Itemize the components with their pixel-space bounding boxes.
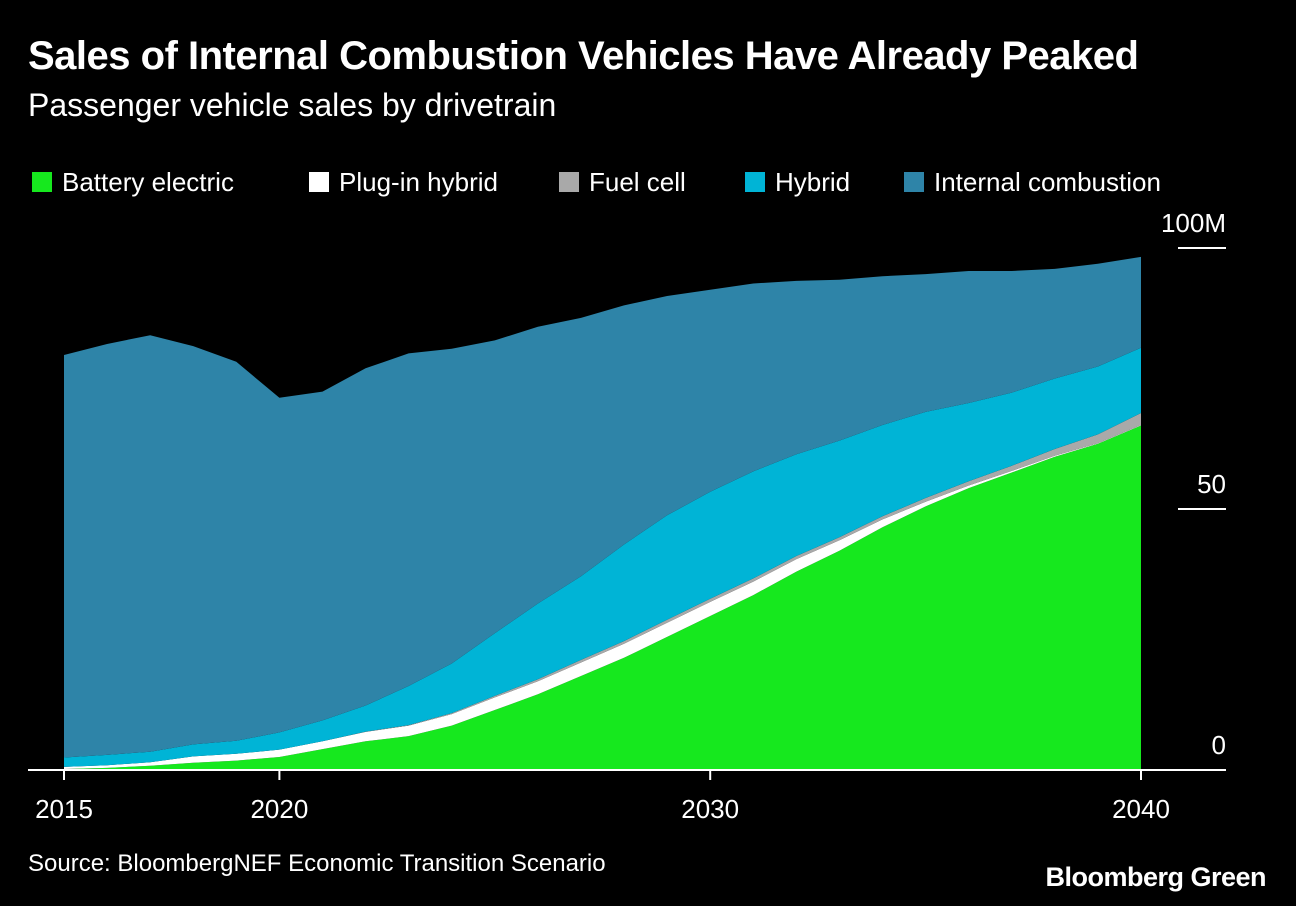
legend: Battery electric Plug-in hybrid Fuel cel…	[32, 164, 1272, 200]
x-tick-label: 2030	[681, 794, 739, 824]
area-series-group	[64, 256, 1141, 770]
y-tick-label: 0	[1212, 730, 1226, 760]
x-tick-label: 2020	[250, 794, 308, 824]
axes-group: 2015 2020 2030 2040 0 50 100M	[28, 208, 1226, 824]
legend-item-battery-electric: Battery electric	[32, 164, 234, 200]
legend-item-plug-in-hybrid: Plug-in hybrid	[309, 164, 498, 200]
y-tick-label: 50	[1197, 469, 1226, 499]
area-internal-combustion	[64, 256, 1141, 758]
legend-swatch-fuel-cell	[559, 172, 579, 192]
legend-label-battery-electric: Battery electric	[62, 166, 234, 197]
brand-logo: Bloomberg Green	[1045, 862, 1266, 892]
legend-swatch-internal-combustion	[904, 172, 924, 192]
legend-item-internal-combustion: Internal combustion	[904, 164, 1161, 200]
legend-swatch-hybrid	[745, 172, 765, 192]
legend-label-plug-in-hybrid: Plug-in hybrid	[339, 166, 498, 197]
legend-label-fuel-cell: Fuel cell	[589, 166, 686, 197]
x-tick-label: 2040	[1112, 794, 1170, 824]
area-battery-electric	[64, 425, 1141, 770]
legend-swatch-battery-electric	[32, 172, 52, 192]
legend-swatch-plug-in-hybrid	[309, 172, 329, 192]
legend-item-fuel-cell: Fuel cell	[559, 164, 686, 200]
y-tick-label: 100M	[1161, 208, 1226, 238]
legend-item-hybrid: Hybrid	[745, 164, 850, 200]
legend-label-internal-combustion: Internal combustion	[934, 166, 1161, 197]
chart-title: Sales of Internal Combustion Vehicles Ha…	[28, 34, 1139, 78]
source-note: Source: BloombergNEF Economic Transition…	[28, 850, 606, 877]
x-tick-label: 2015	[35, 794, 93, 824]
chart-subtitle: Passenger vehicle sales by drivetrain	[28, 87, 557, 123]
legend-label-hybrid: Hybrid	[775, 166, 851, 197]
area-hybrid	[64, 347, 1141, 767]
